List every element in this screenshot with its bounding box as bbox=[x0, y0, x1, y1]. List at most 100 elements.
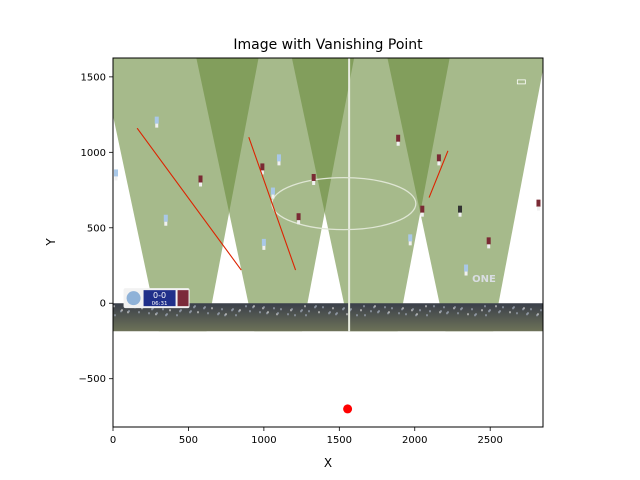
player-shorts bbox=[199, 182, 203, 187]
crowd-fan bbox=[232, 308, 234, 311]
player-shorts bbox=[396, 141, 400, 146]
crowd-fan bbox=[509, 311, 511, 314]
crowd-fan bbox=[277, 312, 279, 315]
crowd-fan bbox=[481, 309, 483, 312]
y-axis-ticks: −500 0 500 1000 1500 bbox=[79, 72, 113, 385]
player bbox=[114, 169, 119, 177]
crowd-fan bbox=[197, 311, 199, 314]
crowd-fan bbox=[370, 310, 372, 313]
crowd-fan bbox=[235, 314, 237, 317]
crowd-fan bbox=[287, 313, 289, 316]
crowd-fan bbox=[426, 314, 428, 317]
crowd-fan bbox=[194, 305, 196, 308]
y-tick-label: 1000 bbox=[81, 148, 106, 159]
crowd-fan bbox=[259, 311, 261, 314]
crowd-fan bbox=[540, 309, 542, 312]
crowd-fan bbox=[218, 312, 220, 315]
crowd-fan bbox=[304, 305, 306, 308]
crowd-fan bbox=[113, 305, 115, 308]
player bbox=[296, 213, 301, 221]
crowd-fan bbox=[537, 313, 539, 316]
home-crest bbox=[126, 291, 141, 306]
crowd-fan bbox=[249, 310, 251, 313]
crowd-fan bbox=[495, 305, 497, 308]
crowd-fan bbox=[484, 305, 486, 308]
pitch-image: 0-006:31 ONE bbox=[113, 58, 543, 332]
away-crest bbox=[177, 290, 189, 307]
player bbox=[163, 214, 168, 222]
crowd-fan bbox=[350, 308, 352, 311]
player-shorts bbox=[487, 244, 491, 249]
crowd-fan bbox=[176, 314, 178, 317]
crowd-fan bbox=[461, 307, 463, 310]
crowd-fan bbox=[405, 313, 407, 316]
crowd-fan bbox=[527, 312, 529, 315]
broadcaster-logo: ONE bbox=[472, 274, 496, 285]
crowd-fan bbox=[294, 314, 296, 317]
x-axis-label: X bbox=[324, 456, 332, 470]
crowd-fan bbox=[301, 309, 303, 312]
player bbox=[396, 134, 401, 142]
player bbox=[536, 199, 541, 207]
crowd-fan bbox=[156, 312, 158, 315]
crowd-fan bbox=[402, 307, 404, 310]
crowd-fan bbox=[471, 308, 473, 311]
player bbox=[408, 234, 413, 242]
crowd-fan bbox=[138, 311, 140, 314]
crowd-fan bbox=[211, 307, 213, 310]
crowd-fan bbox=[364, 314, 366, 317]
x-tick-label: 0 bbox=[110, 435, 116, 446]
crowd-fan bbox=[530, 308, 532, 311]
perspective-line bbox=[136, 127, 242, 271]
x-tick-label: 1000 bbox=[251, 435, 276, 446]
perspective-line bbox=[248, 137, 297, 271]
crowd-fan bbox=[374, 305, 376, 308]
x-tick-label: 2500 bbox=[477, 435, 502, 446]
crowd-fan bbox=[516, 312, 518, 315]
player bbox=[486, 237, 491, 245]
player bbox=[260, 163, 265, 171]
x-tick-label: 1500 bbox=[327, 435, 352, 446]
crowd-fan bbox=[443, 306, 445, 309]
vanishing-point-marks bbox=[343, 404, 353, 414]
y-tick-label: −500 bbox=[79, 374, 106, 385]
crowd-fan bbox=[440, 310, 442, 313]
player-shorts bbox=[260, 170, 264, 175]
crowd-fan bbox=[467, 313, 469, 316]
player-shorts bbox=[155, 123, 159, 128]
crowd-fan bbox=[152, 307, 154, 310]
crowd-fan bbox=[475, 313, 477, 316]
player bbox=[458, 205, 463, 213]
crowd-fan bbox=[273, 307, 275, 310]
crowd-fan bbox=[308, 310, 310, 313]
crowd-fan bbox=[169, 309, 171, 312]
score-panel bbox=[143, 290, 176, 307]
player bbox=[420, 205, 425, 213]
player-shorts bbox=[262, 245, 266, 250]
chart-title: Image with Vanishing Point bbox=[233, 37, 423, 53]
crowd-fan bbox=[148, 312, 150, 315]
y-tick-label: 500 bbox=[87, 223, 106, 234]
player-shorts bbox=[164, 221, 168, 226]
crowd-fan bbox=[128, 310, 130, 313]
perspective-line bbox=[428, 150, 449, 198]
crowd-fan bbox=[419, 309, 421, 312]
axes-frame bbox=[112, 57, 544, 428]
crowd-fan bbox=[336, 312, 338, 315]
scoreboard-score: 0-0 bbox=[153, 291, 166, 300]
crowd-fan bbox=[114, 314, 116, 317]
player bbox=[311, 173, 316, 181]
crowd-fan bbox=[416, 313, 418, 316]
plot-area: 0-006:31 ONE bbox=[113, 58, 543, 414]
player-shorts bbox=[271, 194, 275, 199]
player-shorts bbox=[437, 161, 441, 166]
crowd-fan bbox=[346, 313, 348, 316]
crowd-fan bbox=[513, 306, 515, 309]
crowd-fan bbox=[121, 309, 123, 312]
player bbox=[276, 154, 281, 162]
crowd-fan bbox=[263, 306, 265, 309]
x-axis-ticks: 0 500 1000 1500 2000 2500 bbox=[110, 427, 503, 446]
y-tick-label: 0 bbox=[100, 299, 106, 310]
crowd-fan bbox=[454, 306, 456, 309]
crowd-fan bbox=[267, 311, 269, 314]
